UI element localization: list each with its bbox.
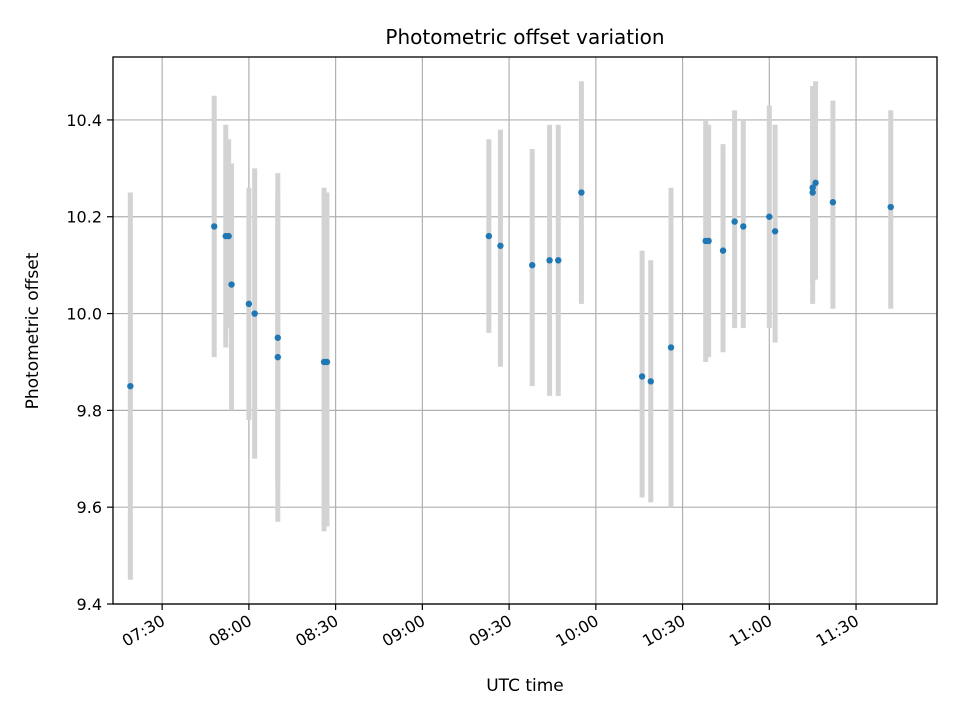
data-point [245,300,253,308]
data-point [647,378,654,385]
x-tick-label: 08:30 [292,611,341,651]
error-bars [127,81,894,580]
data-point [719,247,727,254]
data-point [887,203,894,211]
data-point [323,358,331,366]
y-axis-ticks: 9.4 9.6 9.8 10.0 10.2 10.4 [66,111,113,614]
data-point [497,242,504,249]
plot-frame [112,56,938,605]
x-tick-label: 11:30 [813,611,862,651]
data-point [210,223,218,230]
data-point [274,334,281,341]
y-tick-label: 9.4 [77,595,102,614]
data-points [127,179,894,390]
data-point [555,257,562,264]
x-tick-label: 07:30 [119,611,168,651]
data-point [546,257,553,264]
x-tick-label: 11:00 [726,611,775,651]
x-axis-label: UTC time [486,676,564,696]
data-point [771,228,779,235]
y-tick-label: 10.4 [66,111,102,130]
data-point [809,189,816,196]
x-tick-label: 09:00 [379,611,428,651]
data-point [731,218,738,225]
data-point [251,310,258,317]
x-tick-label: 10:00 [552,611,601,651]
x-tick-label: 10:30 [639,611,688,651]
x-axis-ticks: 07:30 08:00 08:30 09:00 09:30 10:00 10:30 11:00… [119,604,862,651]
data-point [529,261,536,269]
data-point [829,199,837,206]
chart-title: Photometric offset variation [385,25,664,49]
y-tick-label: 9.8 [77,401,102,420]
y-tick-label: 10.0 [66,305,102,324]
y-tick-label: 10.2 [66,208,102,227]
data-point [578,189,585,196]
data-point [228,281,235,288]
data-point [740,223,747,230]
data-point [667,344,675,351]
data-point [809,184,816,191]
x-tick-label: 08:00 [205,611,254,651]
data-point [225,232,232,240]
data-point [705,237,712,245]
data-point [638,373,646,380]
data-point [485,232,493,240]
data-point [127,382,134,390]
data-point [766,213,773,220]
y-tick-label: 9.6 [77,498,102,517]
data-point [812,179,819,187]
x-tick-label: 09:30 [466,611,515,651]
y-axis-label: Photometric offset [23,252,43,409]
data-point [274,353,281,361]
